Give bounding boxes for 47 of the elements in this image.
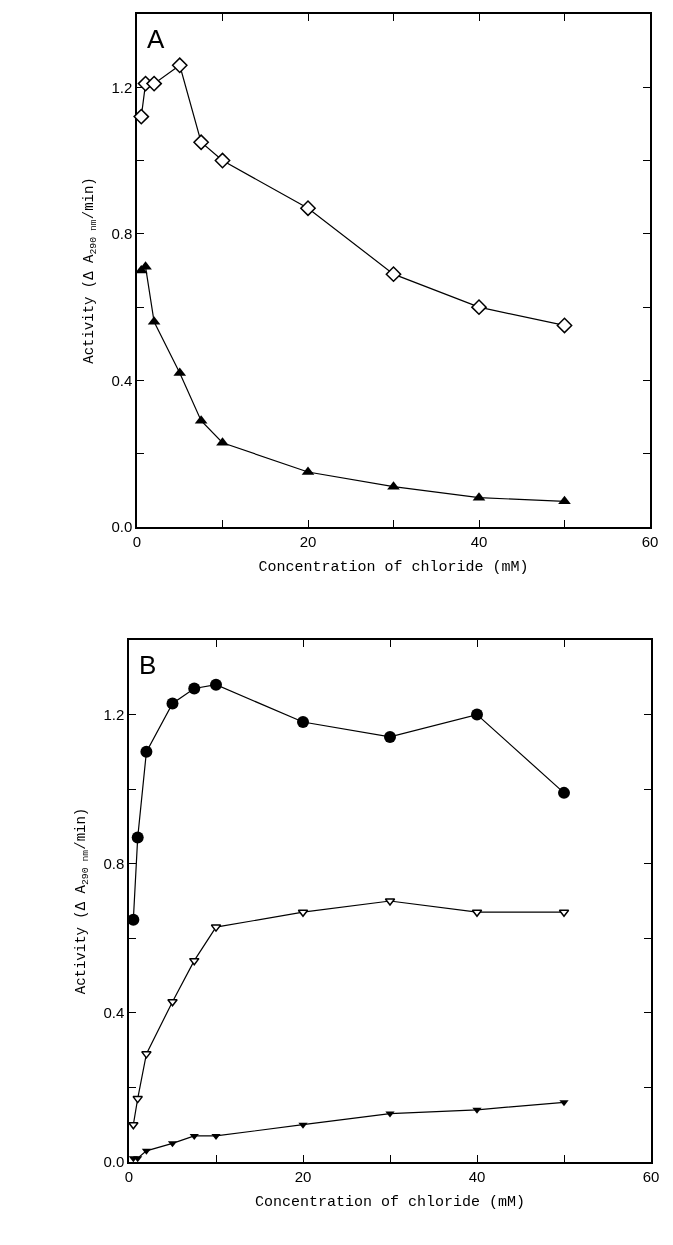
x-tick-label: 20: [294, 1167, 312, 1185]
point: [140, 745, 153, 758]
point: [167, 998, 178, 1007]
point: [193, 134, 210, 151]
point: [384, 730, 396, 743]
point: [385, 266, 402, 283]
point: [141, 1051, 152, 1059]
point: [166, 697, 179, 710]
point: [131, 831, 144, 844]
x-tick-label: 60: [642, 1167, 660, 1185]
point: [146, 75, 162, 92]
point: [471, 299, 487, 316]
point: [559, 1100, 569, 1107]
point: [133, 1156, 143, 1163]
x-tick-label: 20: [299, 532, 317, 550]
point: [558, 786, 570, 799]
x-axis-title: Concentration of chloride (mM): [254, 1194, 526, 1212]
annotation: A: [147, 24, 165, 54]
point: [188, 957, 200, 966]
point: [214, 152, 231, 169]
x-tick-label: 0: [124, 1167, 134, 1185]
point: [188, 682, 201, 695]
y-tick-label: 0.4: [103, 1004, 125, 1022]
point: [211, 1133, 221, 1140]
point: [300, 200, 316, 217]
point: [210, 678, 222, 691]
y-tick-label: 0.8: [103, 854, 125, 872]
point: [471, 708, 483, 721]
point: [133, 108, 150, 125]
x-tick-label: 40: [468, 1167, 486, 1185]
y-tick-label: 0.4: [111, 371, 133, 389]
x-tick-label: 40: [470, 532, 488, 550]
point: [472, 1107, 482, 1114]
annotation: B: [139, 650, 157, 680]
x-tick-label: 60: [641, 532, 659, 550]
y-tick-label: 1.2: [103, 705, 125, 723]
point: [556, 317, 573, 334]
x-tick-label: 0: [132, 532, 142, 550]
point: [297, 716, 309, 729]
point: [558, 495, 571, 505]
y-tick-label: 1.2: [111, 78, 133, 96]
y-tick-label: 0.0: [103, 1153, 125, 1171]
y-tick-label: 0.8: [111, 225, 133, 243]
point: [171, 57, 188, 74]
x-axis-title: Concentration of chloride (mM): [258, 559, 529, 577]
point: [132, 1095, 144, 1104]
point: [189, 1133, 199, 1140]
